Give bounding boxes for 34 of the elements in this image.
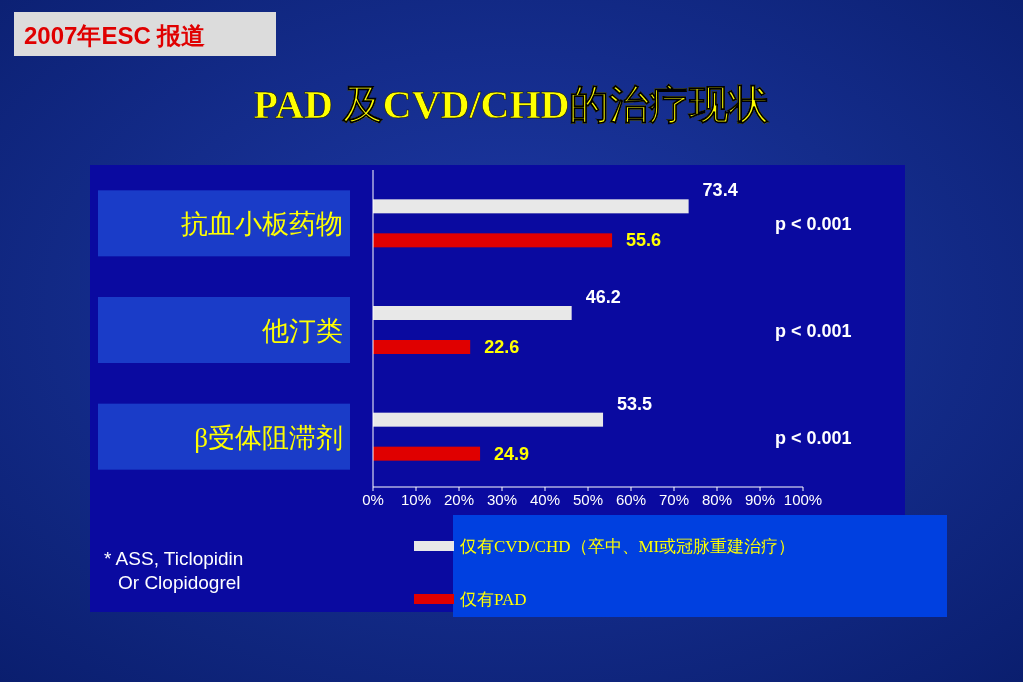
data-label: 22.6 (484, 337, 520, 357)
annotation: p < 0.001 (775, 427, 852, 448)
x-tick-label: 100% (783, 491, 823, 508)
chart-title: PAD 及CVD/CHD的治疗现状 (253, 82, 771, 127)
bar (373, 306, 572, 320)
text: * ASS, Ticlopidin Or Clopidogrel (104, 548, 244, 593)
data-label: 24.9 (494, 443, 530, 464)
annotation: p < 0.001 (775, 321, 852, 341)
y-tick-label: β受体阻滞剂 (194, 422, 343, 453)
bar (373, 412, 604, 427)
text: 2007年ESC 报道 (24, 22, 206, 49)
data-label: 53.5 (617, 393, 653, 414)
x-tick-label: 30% (486, 491, 518, 508)
x-tick-label: 50% (572, 491, 604, 508)
x-tick-label: 20% (443, 491, 475, 508)
x-tick-label: 90% (744, 491, 776, 508)
bar (373, 446, 481, 461)
bar (373, 233, 613, 248)
legend-label: 仅有CVD/CHD（卒中、MI或冠脉重建治疗） (460, 537, 796, 556)
x-tick-label: 40% (529, 491, 561, 508)
x-tick-label: 0% (362, 491, 384, 508)
x-tick-label: 80% (701, 491, 733, 508)
x-tick-label: 10% (400, 491, 432, 508)
annotation: p < 0.001 (775, 214, 852, 235)
bar (373, 199, 689, 214)
data-label: 46.2 (585, 287, 621, 307)
data-label: 73.4 (702, 180, 738, 201)
y-tick-label: 抗血小板药物 (181, 209, 343, 240)
bar (373, 340, 471, 354)
legend-label: 仅有PAD (460, 590, 527, 609)
y-tick-label: 他汀类 (262, 316, 343, 346)
x-tick-label: 60% (615, 491, 647, 508)
x-tick-label: 70% (658, 491, 690, 508)
data-label: 55.6 (626, 230, 662, 251)
